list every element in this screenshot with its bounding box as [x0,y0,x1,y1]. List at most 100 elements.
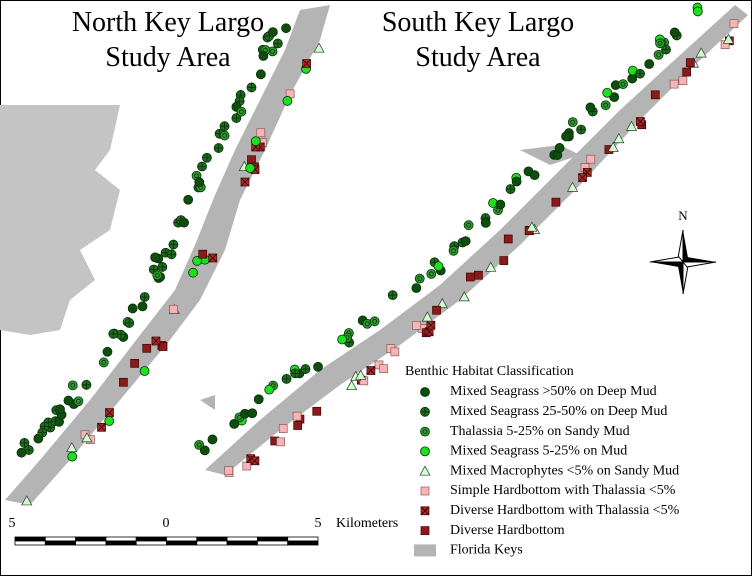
symbol [276,437,286,447]
scale-segment [256,536,289,542]
symbol [420,486,430,496]
symbol [21,495,33,506]
symbol [250,136,261,147]
symbol [198,162,207,171]
symbol [194,177,205,188]
north-arrow [649,229,717,295]
symbol [312,406,322,416]
symbol [669,27,680,38]
symbol [433,261,444,272]
symbol [458,291,470,302]
symbol [451,248,456,254]
scale-segment [44,540,76,546]
symbol [420,526,430,535]
symbol [281,23,291,34]
symbol [655,38,665,49]
symbol [420,506,430,516]
symbol [301,365,310,374]
symbol [253,394,264,405]
symbol [179,217,189,228]
symbol [63,395,74,406]
north-title: North Key Largo [72,7,264,38]
symbol [152,270,163,281]
symbol [70,382,76,388]
symbol [585,102,596,113]
symbol [139,366,150,376]
scale-segment [166,540,198,546]
symbol [419,465,431,476]
symbol [247,155,256,165]
symbol [421,407,429,416]
symbol [722,33,735,44]
symbol [506,185,515,194]
symbol [426,320,436,330]
symbol [81,432,93,443]
symbol [109,329,118,338]
symbol [436,298,448,309]
symbol [463,220,474,231]
symbol [379,364,388,374]
scale-segment [256,540,289,546]
symbol [240,177,250,187]
symbol [24,445,33,454]
symbol [97,422,106,432]
scale-bar [14,536,319,546]
scale-label: 0 [163,516,170,531]
symbol [650,90,660,100]
north-title: Study Area [105,42,231,73]
symbol [302,59,311,68]
symbol [561,131,571,142]
legend-item: Mixed Seagrass 25-50% on Deep Mud [450,404,667,419]
legend-item: Diverse Hardbottom [450,523,565,538]
scale-segment [14,536,46,542]
symbol [685,58,695,68]
symbol [613,133,625,144]
symbol [214,144,223,153]
symbol [448,245,459,256]
scale-segment [135,540,167,546]
symbol [620,81,626,87]
symbol [618,79,628,90]
symbol [369,316,380,327]
symbol [414,273,425,284]
symbol [499,256,509,265]
symbol [346,379,358,391]
symbol [412,321,421,330]
key-north [5,5,330,505]
symbol [82,380,91,389]
symbol [116,330,125,339]
symbol [250,456,260,466]
symbol [183,194,194,205]
symbol [224,466,234,475]
symbol [222,133,228,138]
symbol [98,357,109,368]
legend: Mixed Seagrass >50% on Deep Mud Mixed Sea… [414,384,680,558]
symbol [422,429,428,435]
symbol [256,128,266,138]
legend-item: Simple Hardbottom with Thalassia <5% [450,483,676,498]
symbol [242,461,252,471]
scale-unit: Kilometers [336,516,398,531]
symbol [236,415,242,420]
legend-item: Florida Keys [450,543,523,558]
symbol [55,404,65,415]
scale-segment [196,540,228,546]
symbol [207,434,218,445]
symbol [414,544,436,557]
symbol [292,411,302,421]
symbol [551,197,561,207]
scale-segment [135,536,167,542]
symbol [247,408,258,419]
symbol [158,262,167,271]
symbol [390,347,400,357]
south-title: South Key Largo [382,7,574,38]
symbol [154,272,160,278]
symbol [355,369,367,380]
symbol [188,267,198,278]
symbol [238,109,244,115]
symbol [567,117,578,128]
scale-segment [105,540,137,546]
symbol [293,421,303,430]
symbol [169,240,178,249]
